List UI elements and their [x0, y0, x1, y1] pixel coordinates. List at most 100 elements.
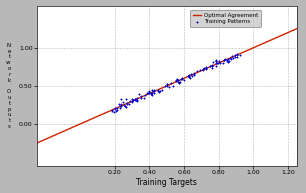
- Training Patterns: [192, 72, 197, 75]
- Training Patterns: [123, 104, 128, 108]
- Training Patterns: [188, 77, 193, 80]
- Training Patterns: [113, 106, 118, 109]
- Training Patterns: [215, 62, 220, 65]
- Training Patterns: [168, 82, 173, 85]
- Training Patterns: [209, 64, 214, 67]
- Training Patterns: [177, 81, 182, 84]
- Training Patterns: [166, 86, 171, 89]
- Training Patterns: [237, 53, 242, 57]
- Training Patterns: [234, 55, 239, 58]
- Training Patterns: [134, 97, 139, 100]
- Training Patterns: [135, 99, 140, 102]
- X-axis label: Training Targets: Training Targets: [136, 178, 197, 187]
- Training Patterns: [118, 105, 123, 108]
- Training Patterns: [130, 98, 135, 101]
- Training Patterns: [217, 61, 222, 64]
- Training Patterns: [192, 71, 196, 74]
- Training Patterns: [124, 103, 129, 106]
- Training Patterns: [141, 96, 146, 99]
- Training Patterns: [209, 66, 214, 69]
- Training Patterns: [211, 60, 216, 63]
- Y-axis label: N
e
t
w
o
r
k
 
O
u
t
p
u
t
s: N e t w o r k O u t p u t s: [6, 43, 11, 129]
- Training Patterns: [191, 73, 196, 76]
- Training Patterns: [187, 74, 192, 77]
- Training Patterns: [151, 89, 156, 92]
- Training Patterns: [132, 99, 137, 102]
- Training Patterns: [217, 59, 222, 63]
- Training Patterns: [139, 96, 144, 100]
- Training Patterns: [165, 82, 170, 85]
- Training Patterns: [133, 98, 138, 101]
- Training Patterns: [226, 61, 230, 64]
- Training Patterns: [159, 88, 164, 91]
- Training Patterns: [118, 102, 123, 105]
- Training Patterns: [150, 89, 155, 92]
- Training Patterns: [147, 91, 151, 94]
- Training Patterns: [131, 99, 136, 102]
- Legend: Optimal Agreement, Training Patterns: Optimal Agreement, Training Patterns: [190, 10, 261, 27]
- Training Patterns: [111, 111, 116, 114]
- Training Patterns: [120, 101, 125, 104]
- Training Patterns: [129, 99, 134, 102]
- Training Patterns: [119, 98, 124, 101]
- Training Patterns: [235, 53, 240, 56]
- Training Patterns: [179, 77, 184, 80]
- Training Patterns: [198, 68, 203, 71]
- Training Patterns: [149, 93, 154, 96]
- Training Patterns: [204, 67, 209, 70]
- Training Patterns: [227, 59, 232, 62]
- Training Patterns: [187, 76, 192, 79]
- Training Patterns: [117, 107, 122, 110]
- Training Patterns: [213, 60, 218, 63]
- Training Patterns: [117, 104, 122, 107]
- Training Patterns: [175, 78, 180, 81]
- Training Patterns: [124, 97, 129, 101]
- Training Patterns: [224, 59, 229, 63]
- Training Patterns: [110, 109, 114, 112]
- Training Patterns: [225, 57, 230, 60]
- Training Patterns: [144, 92, 149, 95]
- Training Patterns: [230, 54, 235, 57]
- Training Patterns: [136, 92, 141, 96]
- Training Patterns: [148, 93, 153, 96]
- Training Patterns: [164, 84, 169, 87]
- Training Patterns: [143, 94, 147, 97]
- Training Patterns: [221, 61, 226, 64]
- Training Patterns: [179, 78, 184, 81]
- Training Patterns: [147, 90, 152, 93]
- Training Patterns: [129, 100, 134, 103]
- Training Patterns: [225, 58, 230, 62]
- Training Patterns: [175, 78, 180, 81]
- Training Patterns: [215, 62, 220, 65]
- Training Patterns: [214, 59, 219, 62]
- Training Patterns: [214, 61, 219, 64]
- Training Patterns: [155, 90, 160, 93]
- Training Patterns: [115, 108, 120, 111]
- Training Patterns: [176, 80, 181, 83]
- Training Patterns: [235, 53, 240, 56]
- Training Patterns: [145, 91, 150, 94]
- Training Patterns: [201, 68, 206, 71]
- Training Patterns: [149, 91, 154, 94]
- Training Patterns: [177, 81, 181, 84]
- Training Patterns: [112, 107, 117, 110]
- Training Patterns: [214, 60, 219, 63]
- Training Patterns: [123, 105, 128, 108]
- Training Patterns: [187, 74, 192, 77]
- Training Patterns: [173, 78, 178, 81]
- Training Patterns: [188, 72, 193, 75]
- Training Patterns: [203, 66, 208, 69]
- Training Patterns: [147, 91, 151, 94]
- Training Patterns: [121, 104, 126, 107]
- Training Patterns: [155, 89, 160, 92]
- Training Patterns: [135, 99, 140, 102]
- Training Patterns: [113, 109, 118, 113]
- Training Patterns: [208, 65, 213, 68]
- Training Patterns: [133, 98, 138, 102]
- Training Patterns: [202, 67, 207, 70]
- Training Patterns: [127, 102, 132, 105]
- Training Patterns: [221, 58, 226, 61]
- Training Patterns: [110, 110, 115, 113]
- Training Patterns: [151, 89, 156, 92]
- Training Patterns: [156, 90, 161, 93]
